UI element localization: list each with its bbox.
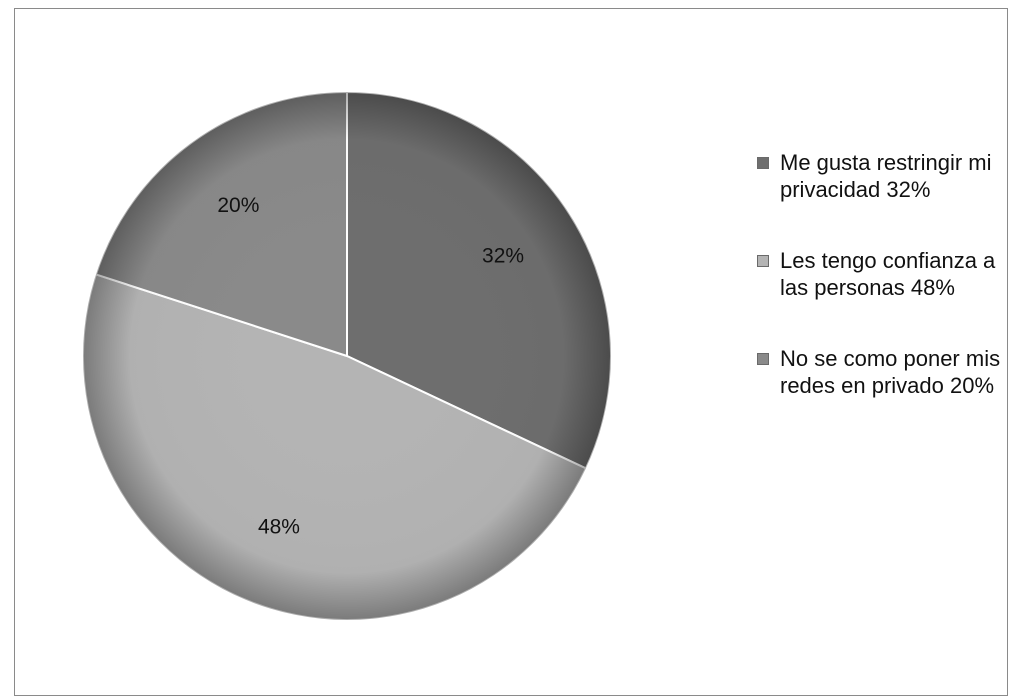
chart-area: 32% 48% 20% Me gusta restringir mi privaci… bbox=[14, 8, 1008, 696]
slice-data-label-2: 48% bbox=[258, 515, 300, 538]
legend-item-1: Me gusta restringir mi privacidad 32% bbox=[757, 149, 1007, 203]
slice-labels: 32% 48% 20% bbox=[217, 194, 524, 538]
legend-swatch-1 bbox=[757, 157, 769, 169]
slice-data-label-3: 20% bbox=[217, 194, 259, 217]
legend-item-2: Les tengo confianza a las personas 48% bbox=[757, 247, 1007, 301]
legend: Me gusta restringir mi privacidad 32% Les… bbox=[757, 149, 1007, 399]
legend-swatch-3 bbox=[757, 353, 769, 365]
legend-label-2: Les tengo confianza a las personas 48% bbox=[780, 248, 996, 300]
legend-item-3: No se como poner mis redes en privado 20… bbox=[757, 345, 1007, 399]
pie-slices bbox=[82, 90, 612, 621]
legend-label-1: Me gusta restringir mi privacidad 32% bbox=[780, 150, 992, 202]
legend-swatch-2 bbox=[757, 255, 769, 267]
legend-label-3: No se como poner mis redes en privado 20… bbox=[780, 346, 1001, 398]
slice-data-label-1: 32% bbox=[482, 245, 524, 268]
